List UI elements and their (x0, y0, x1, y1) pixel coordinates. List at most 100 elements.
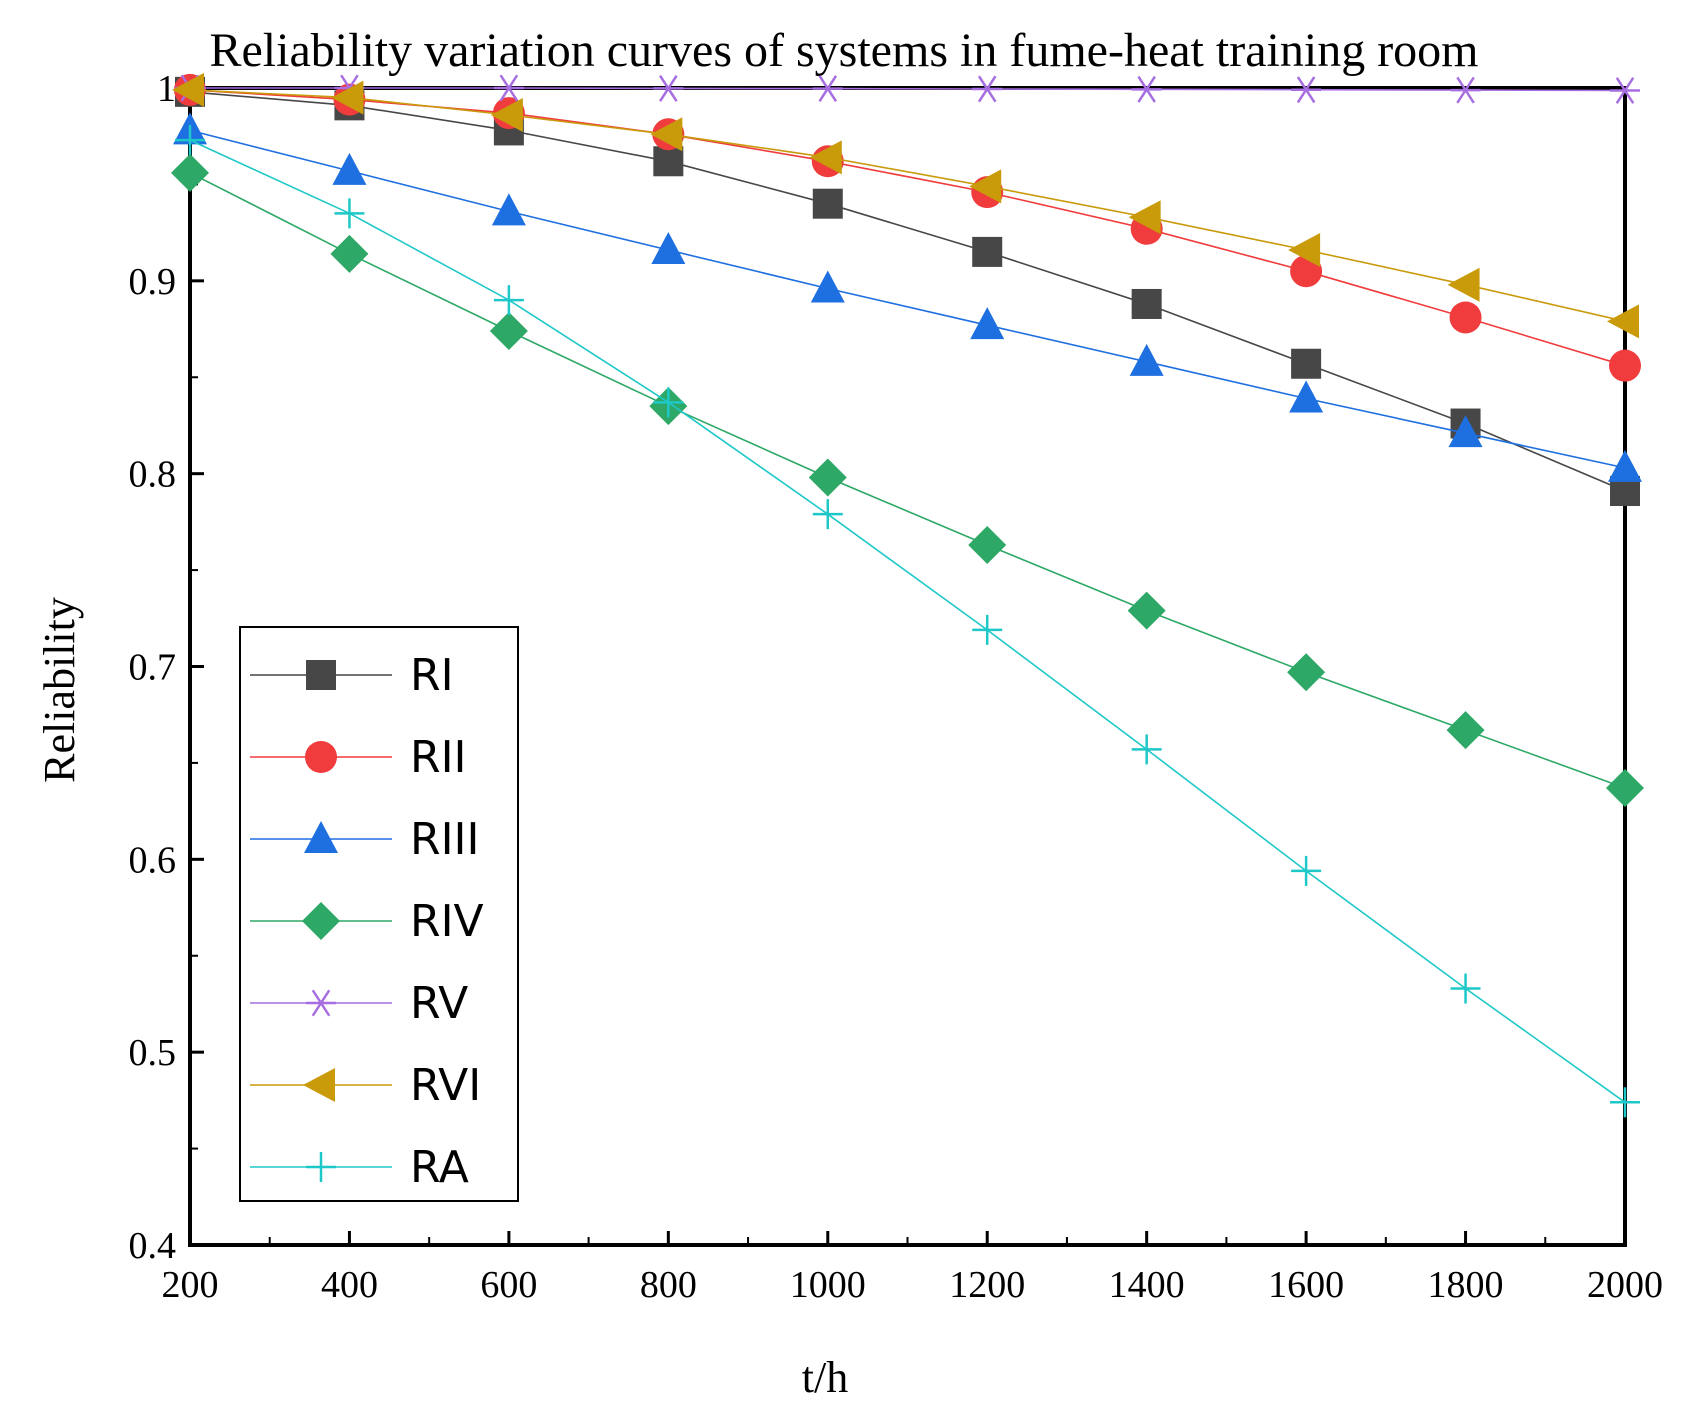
series-line (189, 172, 1626, 789)
y-tick-label: 0.4 (129, 1225, 177, 1267)
data-point (1127, 591, 1166, 630)
x-axis-title: t/h (802, 1353, 848, 1402)
data-point (812, 188, 843, 219)
legend-marker (306, 989, 336, 1017)
legend-label: RA (410, 1142, 469, 1193)
legend-item-rv: RV (250, 978, 468, 1029)
data-point (1448, 415, 1483, 448)
series-line (189, 91, 1626, 492)
data-point (1129, 343, 1164, 376)
y-tick-label: 0.9 (129, 261, 177, 303)
data-point (1288, 232, 1321, 267)
data-point (493, 74, 524, 102)
data-point (1610, 77, 1640, 104)
x-tick-label: 400 (321, 1264, 378, 1306)
y-tick-label: 0.6 (129, 839, 177, 881)
data-point (1287, 653, 1326, 692)
legend-marker (306, 660, 336, 690)
x-tick-label: 600 (480, 1264, 537, 1306)
data-point (171, 153, 209, 192)
data-point (1609, 349, 1641, 382)
data-point (172, 72, 204, 107)
data-point (1450, 973, 1481, 1004)
legend-label: RV (410, 978, 468, 1029)
y-tick-label: 0.7 (129, 647, 177, 689)
data-point (490, 97, 523, 132)
x-tick-label: 1800 (1428, 1264, 1504, 1306)
legend-frame (239, 626, 519, 1202)
legend-marker (305, 741, 337, 773)
data-point (653, 74, 684, 102)
data-point (1610, 1087, 1640, 1118)
data-point (812, 499, 843, 530)
data-point (1291, 855, 1322, 886)
legend-item-rvi: RVI (250, 1060, 481, 1111)
data-point (970, 307, 1005, 340)
data-point (1131, 75, 1162, 103)
data-point (972, 75, 1003, 103)
x-tick-label: 1600 (1268, 1264, 1344, 1306)
y-axis-title: Reliability (35, 597, 84, 783)
data-point (1447, 267, 1480, 302)
legend-marker (306, 1152, 336, 1182)
legend-label: RIV (410, 896, 484, 947)
data-point (1128, 200, 1161, 235)
series-ra (175, 125, 1640, 1118)
data-point (968, 526, 1007, 565)
data-point (175, 125, 205, 156)
data-point (972, 614, 1003, 645)
x-tick-label: 800 (640, 1264, 697, 1306)
data-point (653, 387, 684, 418)
data-point (493, 285, 524, 316)
series-ri (175, 76, 1640, 507)
chart-title: Reliability variation curves of systems … (209, 24, 1478, 77)
legend-label: RII (410, 732, 467, 783)
data-point (812, 75, 843, 103)
x-tick-label: 2000 (1587, 1264, 1663, 1306)
legend-label: RIII (410, 814, 480, 865)
data-point (809, 140, 842, 175)
legend-label: RI (410, 650, 454, 701)
data-point (489, 311, 528, 350)
data-point (330, 234, 369, 273)
data-point (810, 270, 845, 303)
data-point (491, 193, 526, 226)
data-point (1608, 449, 1642, 482)
data-point (1449, 301, 1482, 334)
legend-label: RVI (410, 1060, 481, 1111)
data-point (331, 80, 364, 115)
data-point (1446, 711, 1485, 750)
data-point (334, 198, 365, 229)
data-point (1291, 348, 1322, 379)
y-tick-label: 0.5 (129, 1032, 177, 1074)
legend-item-ra: RA (250, 1142, 469, 1193)
data-point (808, 458, 847, 497)
series-riii (173, 112, 1642, 482)
legend-item-riv: RIV (250, 896, 484, 947)
legend-marker (304, 821, 338, 853)
series-line (190, 87, 1626, 92)
x-tick-label: 1200 (949, 1264, 1025, 1306)
series-line (189, 129, 1626, 469)
legend-marker (303, 1068, 335, 1102)
legend-item-ri: RI (250, 650, 454, 701)
x-tick-label: 1000 (790, 1264, 866, 1306)
x-tick-label: 200 (162, 1264, 219, 1306)
data-point (1131, 734, 1162, 765)
series-line (189, 89, 1626, 323)
legend: RI RII RIII RIV RV RVI RA (239, 626, 519, 1202)
data-point (650, 117, 683, 152)
data-point (1607, 304, 1639, 339)
y-tick-label: 1 (157, 68, 176, 110)
data-point (1289, 380, 1324, 413)
legend-marker (302, 902, 340, 940)
data-point (651, 231, 686, 264)
x-tick-label: 1400 (1109, 1264, 1185, 1306)
data-point (972, 236, 1003, 267)
data-point (969, 169, 1002, 204)
legend-item-riii: RIII (250, 814, 480, 865)
series-line (189, 139, 1626, 1103)
y-tick-label: 0.8 (129, 454, 177, 496)
data-point (1606, 768, 1644, 807)
